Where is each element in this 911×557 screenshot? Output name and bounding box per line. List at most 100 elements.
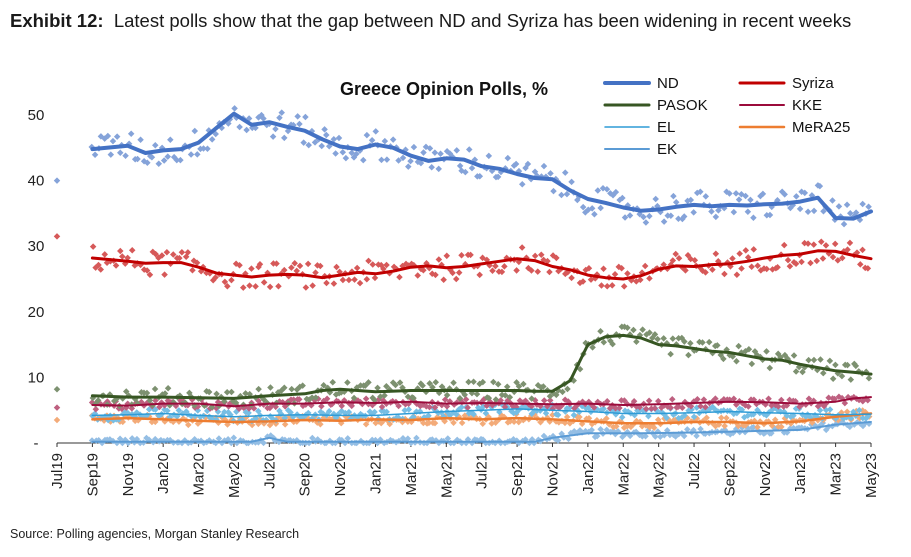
- poll-marker-syriza: [449, 269, 456, 277]
- poll-marker-pasok: [492, 396, 500, 403]
- x-tick-label: May22: [651, 453, 668, 498]
- poll-marker-nd: [865, 203, 872, 210]
- legend-label-ek: EK: [657, 141, 677, 158]
- poll-marker-nd: [550, 187, 557, 195]
- poll-marker-pasok: [540, 383, 547, 390]
- poll-marker-nd: [652, 195, 659, 203]
- poll-marker-el: [856, 407, 863, 414]
- poll-marker-pasok: [852, 362, 860, 370]
- poll-marker-kke: [745, 403, 752, 410]
- poll-marker-nd: [278, 109, 285, 116]
- poll-marker-mera25: [386, 420, 393, 428]
- poll-marker-nd: [453, 147, 460, 154]
- poll-marker-pasok: [681, 338, 688, 345]
- poll-marker-pasok: [651, 331, 659, 338]
- poll-marker-mera25: [721, 422, 728, 430]
- poll-marker-syriza: [501, 263, 508, 270]
- poll-marker-el: [164, 407, 171, 415]
- poll-marker-mera25: [281, 421, 289, 428]
- poll-marker-pasok: [392, 381, 399, 389]
- poll-marker-nd: [305, 141, 312, 149]
- poll-marker-syriza: [291, 260, 298, 267]
- poll-marker-kke: [318, 402, 325, 410]
- poll-marker-pasok: [443, 391, 451, 399]
- poll-marker-nd: [155, 160, 163, 168]
- y-tick-label: 10: [28, 369, 45, 386]
- x-tick-label: Nov19: [120, 453, 137, 496]
- poll-marker-pasok: [660, 335, 667, 342]
- poll-marker-pasok: [639, 326, 646, 333]
- poll-marker-pasok: [667, 350, 674, 358]
- poll-marker-ek: [693, 432, 700, 440]
- poll-marker-el: [470, 411, 477, 418]
- poll-marker-ek: [642, 432, 649, 440]
- exhibit-title: Latest polls show that the gap between N…: [113, 10, 852, 31]
- poll-marker-kke: [443, 403, 451, 410]
- poll-marker-pasok: [766, 364, 774, 372]
- poll-marker-pasok: [490, 378, 497, 386]
- poll-marker-syriza: [859, 246, 866, 254]
- poll-marker-el: [618, 413, 626, 421]
- series-line-pasok: [90, 333, 873, 400]
- poll-marker-pasok: [646, 329, 653, 336]
- series-line-nd: [90, 111, 873, 221]
- poll-marker-syriza: [351, 276, 358, 283]
- poll-marker-syriza: [780, 241, 788, 249]
- poll-marker-kke: [541, 397, 548, 404]
- poll-marker-nd: [363, 131, 371, 139]
- poll-marker-nd: [594, 187, 602, 194]
- poll-marker-syriza: [252, 283, 259, 290]
- poll-marker-el: [575, 408, 583, 416]
- poll-marker-mera25: [843, 408, 851, 415]
- poll-marker-nd: [468, 164, 476, 172]
- poll-marker-syriza: [97, 266, 105, 273]
- poll-marker-syriza: [333, 263, 340, 271]
- poll-marker-syriza: [89, 243, 97, 250]
- poll-marker-mera25: [492, 419, 499, 426]
- poll-marker-kke: [362, 395, 370, 402]
- poll-marker-syriza: [598, 282, 605, 289]
- poll-marker-syriza: [228, 276, 235, 284]
- poll-marker-syriza: [834, 257, 842, 264]
- poll-marker-syriza: [712, 250, 720, 258]
- poll-marker-nd: [568, 178, 575, 186]
- poll-marker-nd: [859, 200, 866, 208]
- poll-marker-pasok: [714, 342, 721, 349]
- poll-marker-syriza: [143, 267, 151, 274]
- poll-marker-syriza: [275, 283, 282, 290]
- x-tick-label: May20: [226, 453, 243, 498]
- legend-label-el: EL: [657, 119, 675, 136]
- poll-marker-pasok: [312, 394, 320, 401]
- poll-marker-syriza: [236, 262, 243, 269]
- poll-marker-nd: [846, 209, 854, 217]
- poll-marker-nd: [810, 207, 818, 215]
- poll-marker-mera25: [431, 419, 439, 427]
- poll-marker-nd: [801, 189, 809, 197]
- poll-marker-nd: [619, 194, 626, 202]
- poll-marker-syriza: [414, 272, 421, 279]
- poll-marker-syriza: [528, 267, 535, 274]
- poll-marker-nd: [144, 159, 151, 166]
- poll-marker-syriza: [365, 257, 372, 265]
- poll-marker-nd: [321, 126, 328, 133]
- poll-marker-nd: [339, 148, 347, 156]
- poll-marker-syriza: [857, 261, 864, 268]
- poll-marker-nd: [640, 213, 647, 221]
- poll-marker-syriza: [246, 282, 253, 289]
- poll-marker-nd: [353, 150, 360, 158]
- legend-label-syriza: Syriza: [792, 75, 834, 92]
- x-tick-label: Jan21: [368, 453, 385, 494]
- poll-marker-pasok: [624, 324, 631, 331]
- poll-marker-el: [570, 411, 578, 419]
- poll-marker-kke: [651, 405, 659, 412]
- poll-marker-syriza: [371, 274, 379, 282]
- poll-marker-nd: [243, 126, 250, 134]
- poll-marker-el: [690, 413, 698, 421]
- poll-marker-nd: [167, 136, 174, 144]
- legend: ND Syriza PASOK KKE EL MeRA25 EK: [603, 75, 850, 158]
- poll-marker-el: [645, 412, 652, 420]
- poll-marker-el: [826, 406, 834, 413]
- poll-marker-syriza: [748, 263, 755, 270]
- poll-marker-syriza: [672, 250, 679, 258]
